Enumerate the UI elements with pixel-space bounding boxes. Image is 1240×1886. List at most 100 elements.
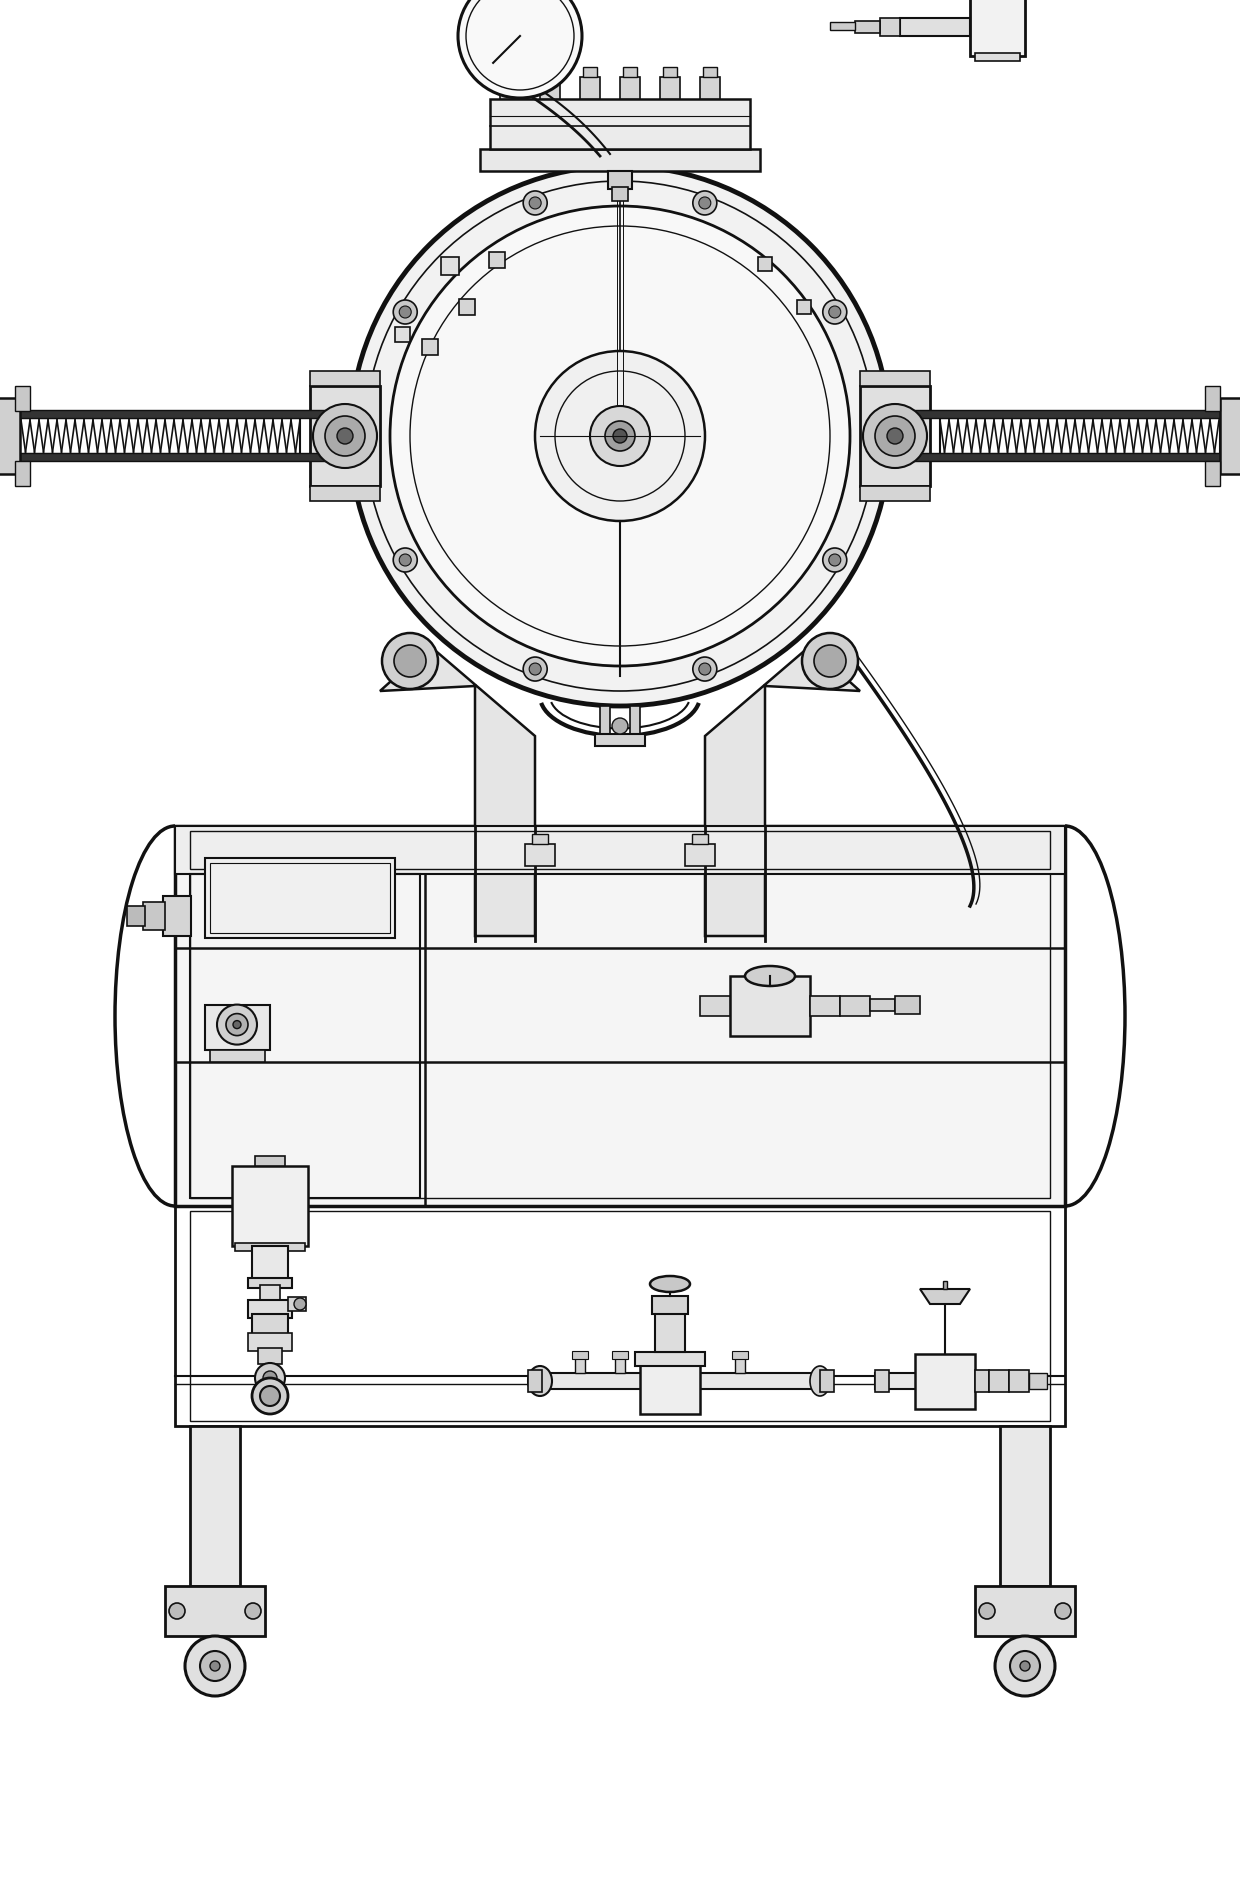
Bar [810,996,839,1017]
Bar [489,253,505,268]
Bar [260,1284,280,1303]
Bar [999,1426,1050,1586]
Bar [970,0,1025,57]
Bar [248,1299,291,1318]
Circle shape [394,645,427,677]
Circle shape [1021,1662,1030,1671]
Circle shape [210,1662,219,1671]
Bar [635,1352,706,1365]
Bar [572,1350,588,1360]
Bar [630,705,640,736]
Bar [990,1369,1009,1392]
Bar [1220,398,1240,473]
Bar [703,68,717,77]
Circle shape [246,1603,260,1618]
Bar [190,834,1050,1198]
Polygon shape [706,647,861,935]
Bar [1009,1369,1029,1392]
Bar [539,77,560,98]
Bar [655,1313,684,1352]
Bar [459,300,475,315]
Bar [915,1354,975,1409]
Circle shape [233,1020,241,1028]
Circle shape [693,190,717,215]
Circle shape [255,1364,285,1394]
Bar [942,1281,947,1288]
Bar [940,419,1220,455]
Bar [701,77,720,98]
Bar [288,1298,306,1311]
Circle shape [980,1603,994,1618]
Circle shape [523,190,547,215]
Bar [20,419,300,455]
Bar [175,826,1065,828]
Bar [684,845,715,866]
Bar [0,398,20,473]
Bar [895,996,920,1015]
Bar [613,1350,627,1360]
Bar [528,1369,542,1392]
Bar [692,834,708,845]
Bar [575,1354,585,1373]
Circle shape [534,351,706,521]
Bar [975,1586,1075,1635]
Bar [15,409,345,419]
Bar [660,77,680,98]
Bar [500,77,520,98]
Circle shape [399,306,412,319]
Bar [797,300,811,313]
Bar [232,1166,308,1247]
Circle shape [887,428,903,443]
Bar [236,1243,305,1250]
Circle shape [217,1005,257,1045]
Bar [310,487,379,502]
Bar [205,858,396,937]
Bar [252,1315,288,1335]
Circle shape [393,300,417,324]
Bar [830,23,856,30]
Ellipse shape [745,966,795,986]
Circle shape [252,1379,288,1414]
Circle shape [350,166,890,705]
Bar [870,1000,895,1011]
Bar [248,1333,291,1350]
Circle shape [382,634,438,688]
Bar [490,98,750,149]
Bar [875,1373,1004,1388]
Bar [205,1005,270,1051]
Circle shape [523,656,547,681]
Bar [15,453,345,460]
Bar [895,453,1225,460]
Circle shape [1055,1603,1071,1618]
Bar [190,1426,241,1586]
Circle shape [263,1371,277,1384]
Circle shape [529,664,541,675]
Bar [175,826,1065,1205]
Bar [732,1350,748,1360]
Circle shape [699,196,711,209]
Bar [252,1247,288,1281]
Ellipse shape [528,1365,552,1396]
Bar [900,19,970,36]
Bar [856,21,880,32]
Circle shape [260,1386,280,1405]
Bar [258,1348,281,1364]
Bar [595,734,645,747]
Polygon shape [379,647,534,935]
Bar [190,1211,1050,1420]
Bar [255,1156,285,1166]
Circle shape [325,417,365,456]
Bar [310,372,379,387]
Bar [580,77,600,98]
Circle shape [200,1650,229,1680]
Bar [730,975,810,1035]
Circle shape [699,664,711,675]
Bar [190,832,1050,869]
Bar [441,256,459,275]
Bar [190,873,420,1198]
Circle shape [185,1635,246,1696]
Ellipse shape [650,1277,689,1292]
Circle shape [169,1603,185,1618]
Bar [126,905,145,926]
Bar [975,1369,990,1392]
